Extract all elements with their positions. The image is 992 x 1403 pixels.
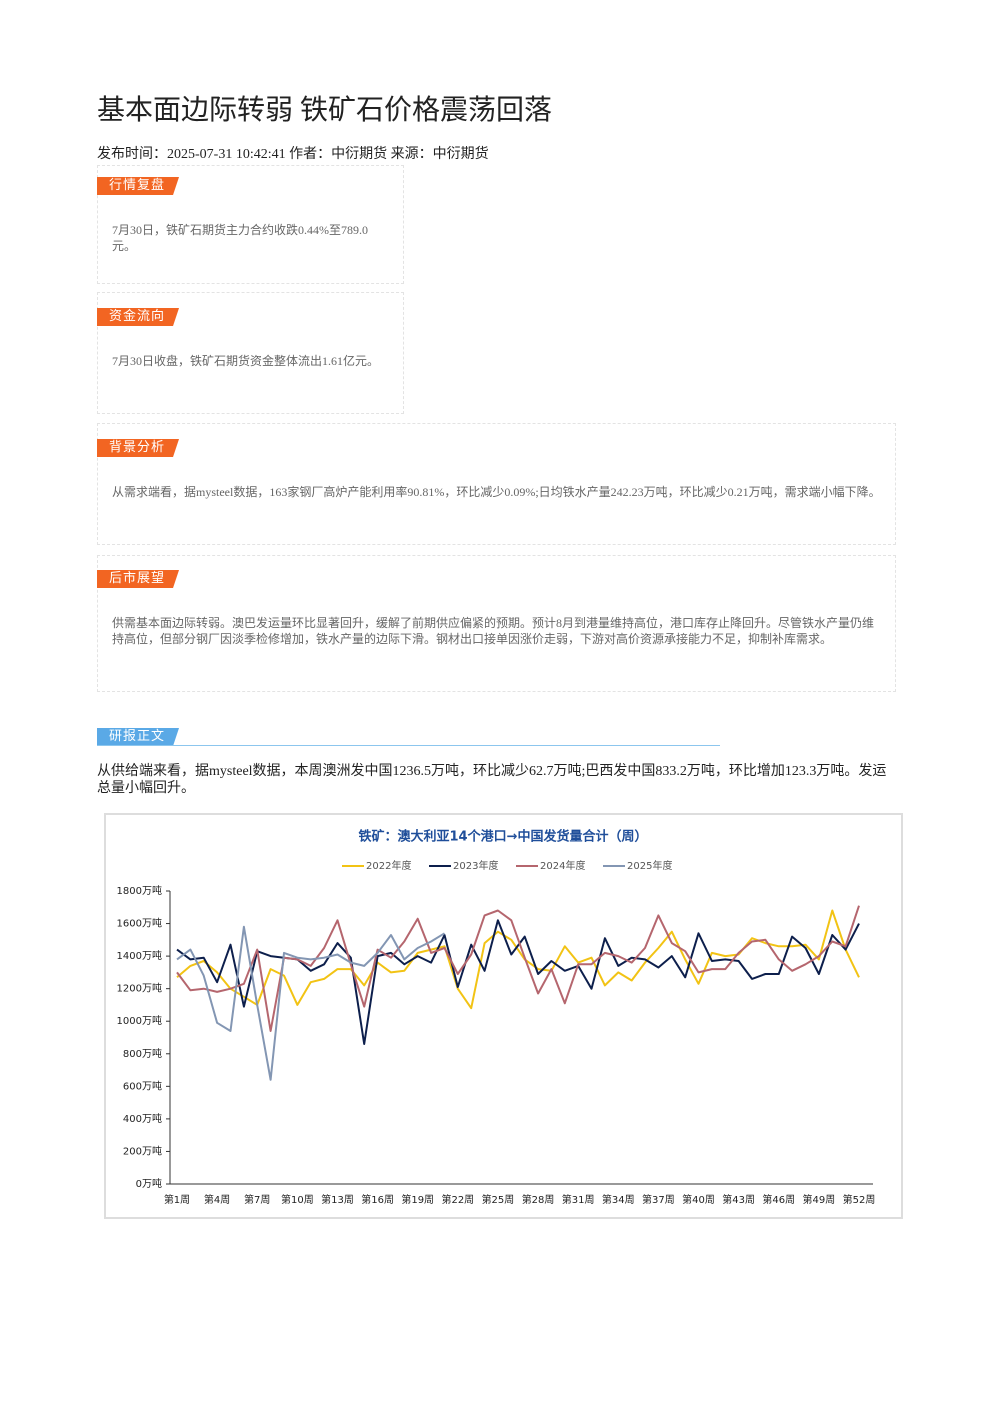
y-tick-label: 600万吨 bbox=[123, 1079, 162, 1092]
chart: 铁矿：澳大利亚14个港口→中国发货量合计（周） 0万吨 200万吨 400万吨 600… bbox=[117, 829, 876, 1207]
y-tick-label: 1200万吨 bbox=[117, 982, 162, 995]
legend-label: 2024年度 bbox=[540, 859, 585, 872]
report-tag: 研报正文 bbox=[97, 728, 179, 746]
y-tick-label: 1800万吨 bbox=[117, 884, 162, 897]
legend-label: 2025年度 bbox=[627, 859, 672, 872]
section-text: 7月30日，铁矿石期货主力合约收跌0.44%至789.0元。 bbox=[112, 223, 368, 253]
x-tick-label: 第25周 bbox=[482, 1193, 515, 1206]
y-tick-label: 1600万吨 bbox=[117, 917, 162, 930]
x-tick-label: 第37周 bbox=[642, 1193, 675, 1206]
x-tick-label: 第40周 bbox=[682, 1193, 715, 1206]
section-tag: 背景分析 bbox=[97, 439, 179, 457]
x-tick-label: 第4周 bbox=[204, 1193, 230, 1206]
divider bbox=[97, 745, 720, 746]
y-tick-label: 800万吨 bbox=[123, 1047, 162, 1060]
x-tick-label: 第13周 bbox=[321, 1193, 354, 1206]
x-tick-label: 第19周 bbox=[401, 1193, 434, 1206]
x-tick-label: 第31周 bbox=[562, 1193, 595, 1206]
section-text: 供需基本面边际转弱。澳巴发运量环比显著回升，缓解了前期供应偏紧的预期。预计8月到… bbox=[112, 616, 875, 646]
section-text: 从需求端看，据mysteel数据，163家钢厂高炉产能利用率90.81%，环比减… bbox=[112, 485, 881, 499]
x-tick-label: 第10周 bbox=[281, 1193, 314, 1206]
title: 基本面边际转弱 铁矿石价格震荡回落 bbox=[97, 95, 553, 126]
series-line bbox=[176, 925, 446, 1081]
section-text: 7月30日收盘，铁矿石期货资金整体流出1.61亿元。 bbox=[112, 354, 380, 368]
section-tag: 行情复盘 bbox=[97, 177, 179, 195]
section-tag: 后市展望 bbox=[97, 570, 179, 588]
y-tick-label: 0万吨 bbox=[136, 1177, 162, 1190]
x-tick-label: 第43周 bbox=[722, 1193, 755, 1206]
x-tick-label: 第28周 bbox=[522, 1193, 555, 1206]
legend-label: 2022年度 bbox=[366, 859, 411, 872]
legend-label: 2023年度 bbox=[453, 859, 498, 872]
y-tick-label: 400万吨 bbox=[123, 1112, 162, 1125]
section-box bbox=[97, 423, 896, 545]
x-tick-label: 第49周 bbox=[803, 1193, 836, 1206]
section-box bbox=[97, 165, 404, 284]
x-tick-label: 第22周 bbox=[441, 1193, 474, 1206]
section-box bbox=[97, 292, 404, 414]
series-line bbox=[176, 905, 860, 1032]
y-tick-label: 1000万吨 bbox=[117, 1014, 162, 1027]
x-tick-label: 第46周 bbox=[762, 1193, 795, 1206]
section-box bbox=[97, 555, 896, 692]
y-tick-label: 200万吨 bbox=[123, 1144, 162, 1157]
x-tick-label: 第7周 bbox=[244, 1193, 270, 1206]
chart-title: 铁矿：澳大利亚14个港口→中国发货量合计（周） bbox=[358, 829, 648, 845]
x-tick-label: 第1周 bbox=[164, 1193, 190, 1206]
y-tick-label: 1400万吨 bbox=[117, 949, 162, 962]
x-tick-label: 第52周 bbox=[843, 1193, 876, 1206]
report-text: 从供给端来看，据mysteel数据，本周澳洲发中国1236.5万吨，环比减少62… bbox=[97, 764, 887, 796]
section-tag: 资金流向 bbox=[97, 308, 179, 326]
x-tick-label: 第34周 bbox=[602, 1193, 635, 1206]
chart-frame: 铁矿：澳大利亚14个港口→中国发货量合计（周） 0万吨 200万吨 400万吨 600… bbox=[104, 813, 903, 1219]
meta: 发布时间：2025-07-31 10:42:41 作者：中衍期货 来源：中衍期货 bbox=[97, 147, 489, 162]
x-tick-label: 第16周 bbox=[361, 1193, 394, 1206]
